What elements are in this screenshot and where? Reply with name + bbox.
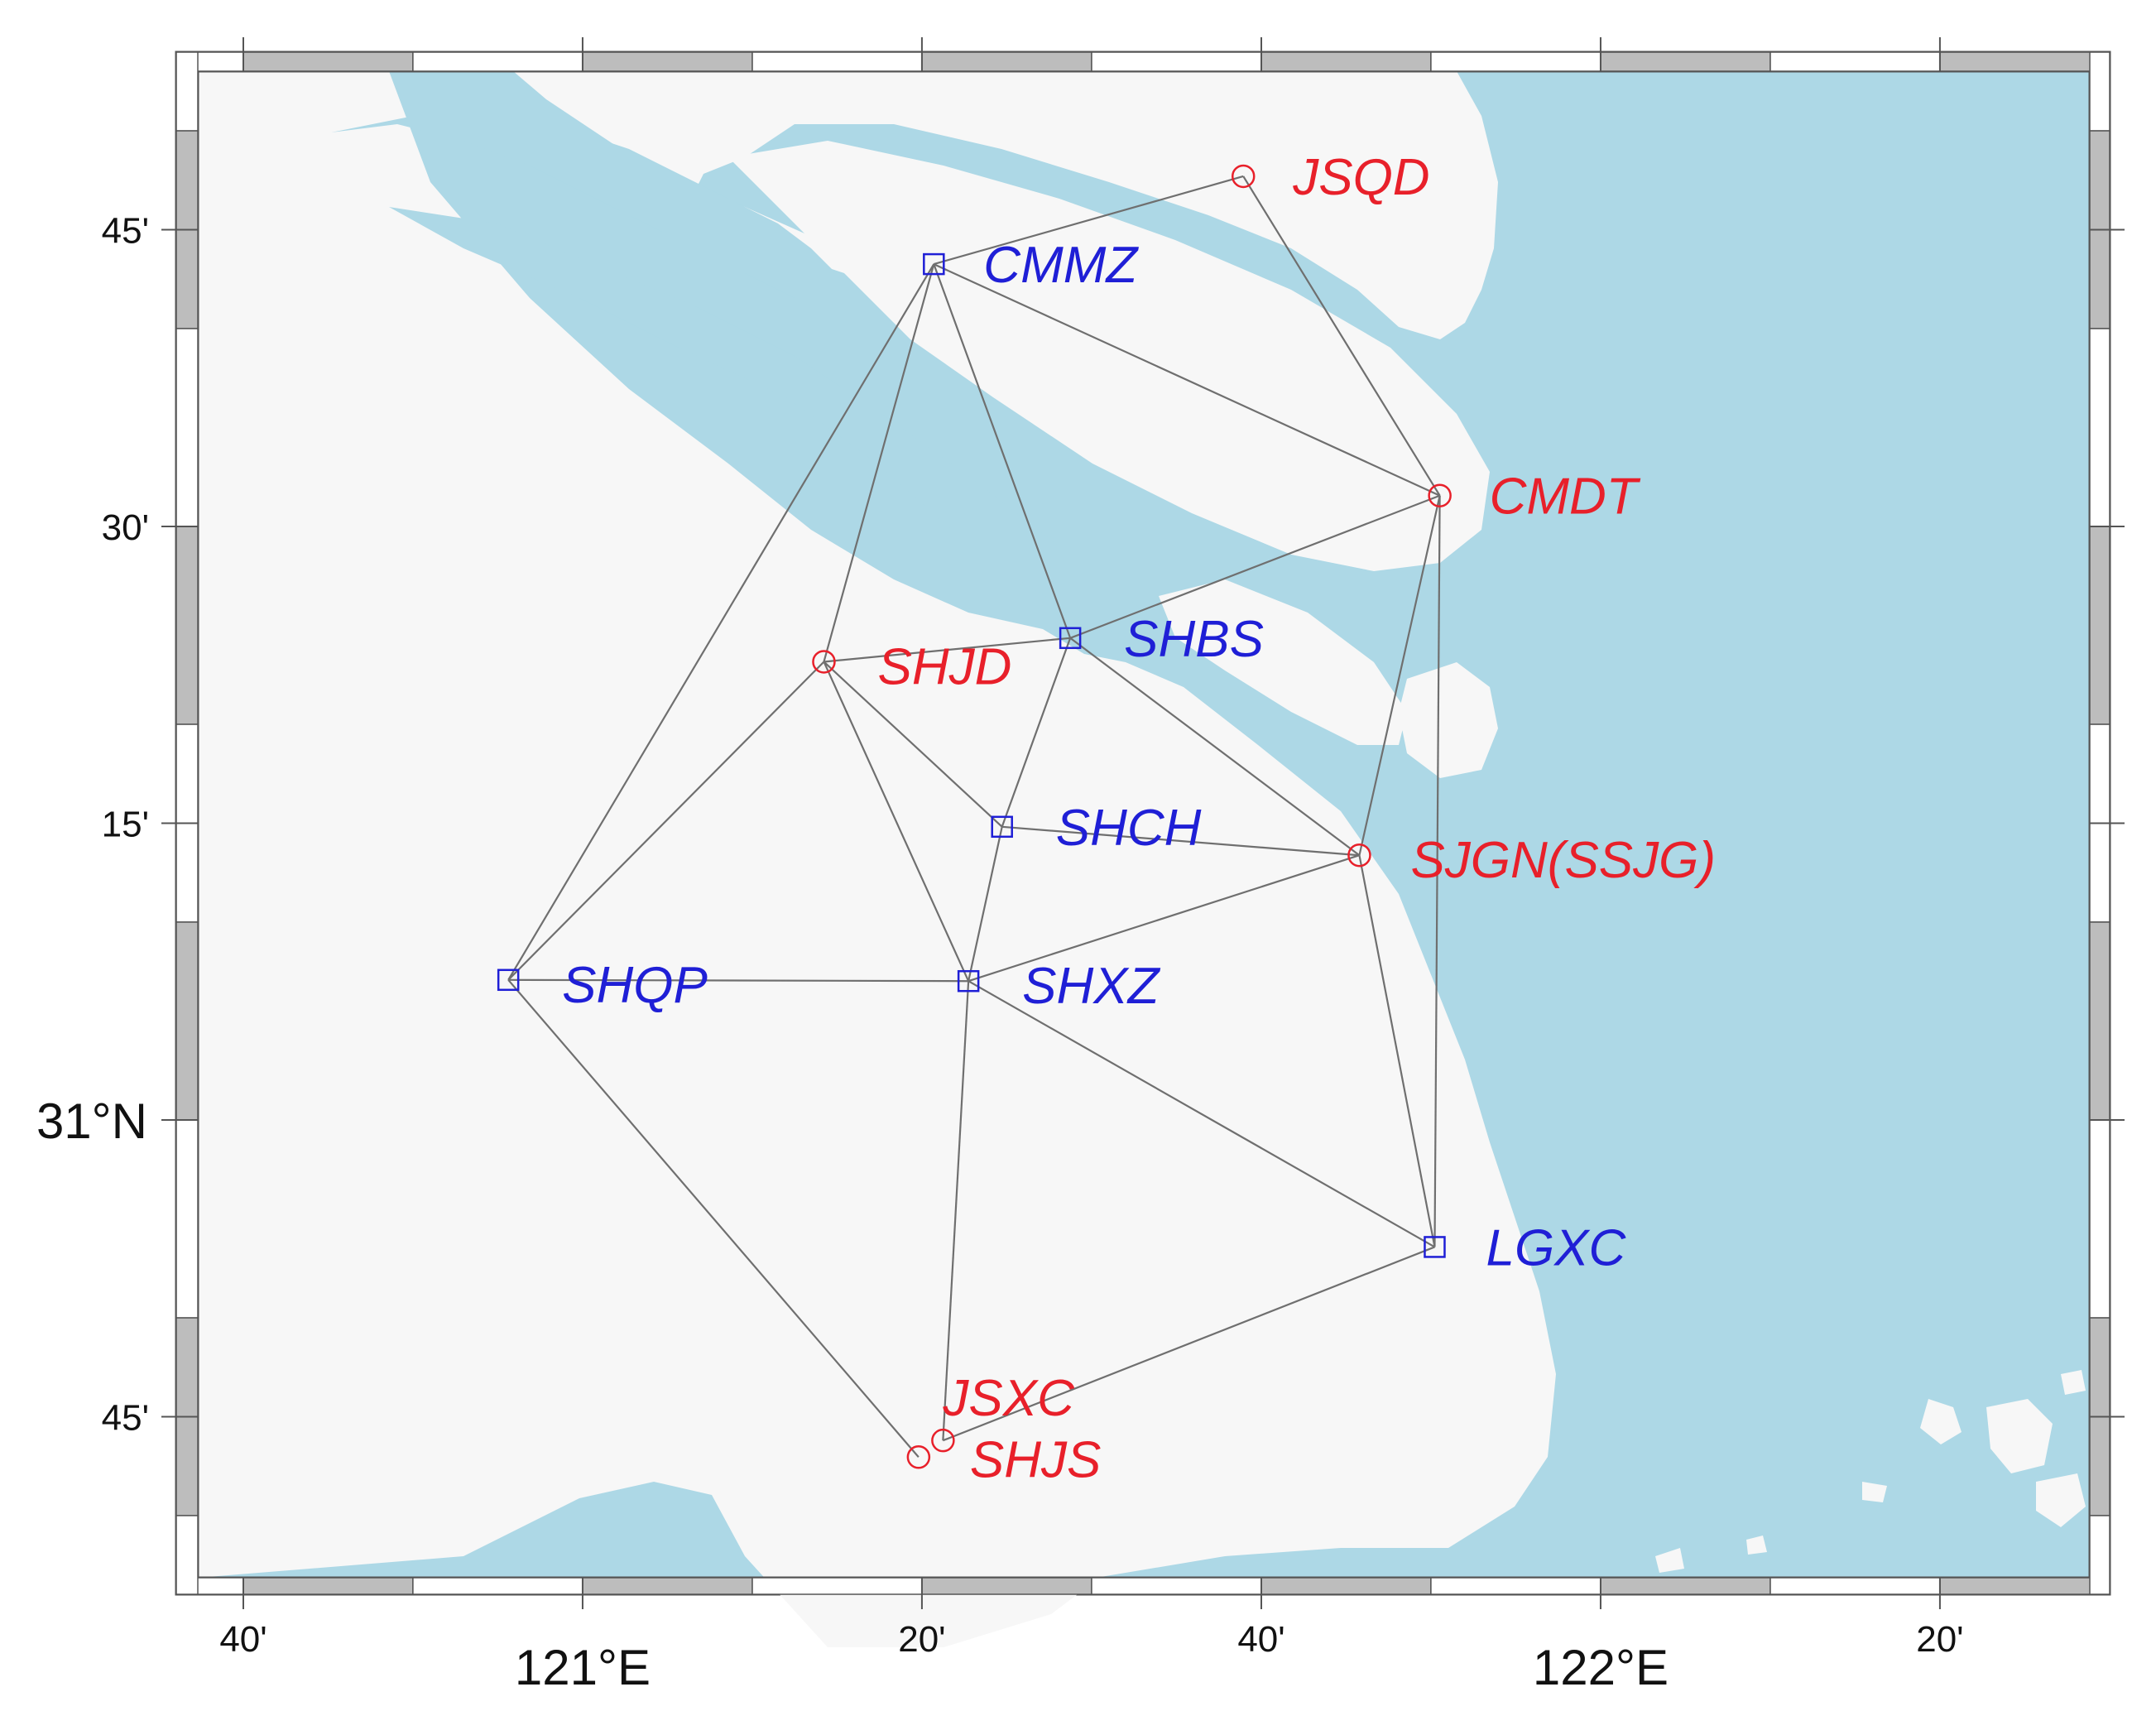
frame-bar-top	[583, 52, 752, 71]
station-label: CMMZ	[983, 237, 1139, 294]
lon-tick-label: 121°E	[515, 1640, 651, 1695]
frame-bar-top	[413, 52, 583, 71]
lon-tick-label: 20'	[898, 1619, 945, 1660]
frame-bar-top	[1431, 52, 1601, 71]
frame-bar-right	[2090, 922, 2110, 1120]
frame-bar-left	[176, 526, 198, 724]
frame-bar-top	[1940, 52, 2110, 71]
frame-bar-bottom	[1940, 1578, 2110, 1594]
frame-bar-top	[1261, 52, 1431, 71]
frame-bar-bottom	[752, 1578, 922, 1594]
lat-tick-label: 15'	[102, 805, 149, 845]
station-label: CMDT	[1490, 469, 1641, 526]
station-label: SHBS	[1124, 611, 1264, 668]
frame-bar-top	[243, 52, 413, 71]
frame-bar-bottom	[1770, 1578, 1940, 1594]
frame-bar-bottom	[413, 1578, 583, 1594]
frame-bar-right	[2090, 1120, 2110, 1318]
lon-tick-label: 40'	[1237, 1619, 1284, 1660]
frame-bar-bottom	[1431, 1578, 1601, 1594]
lon-tick-label: 122°E	[1533, 1640, 1669, 1695]
frame-bar-left	[176, 52, 198, 131]
station-label: JSXC	[942, 1370, 1075, 1427]
frame-bar-right	[2090, 526, 2110, 724]
station-label: SJGN(SSJG)	[1410, 832, 1716, 889]
lat-tick-label: 31°N	[36, 1093, 147, 1149]
lon-tick-label: 40'	[219, 1619, 266, 1660]
frame-bar-right	[2090, 329, 2110, 526]
station-label: SHJS	[970, 1431, 1101, 1488]
frame-bar-top	[1601, 52, 1770, 71]
lon-tick-label: 20'	[1916, 1619, 1963, 1660]
map-area: JSQD CMMZ CMDT SHBS SHJD SHCH SJGN(SSJG) SHQP SH…	[198, 71, 2090, 1647]
frame-bar-bottom	[1261, 1578, 1431, 1594]
frame-bar-bottom	[1092, 1578, 1261, 1594]
frame-bar-top	[752, 52, 922, 71]
frame-bar-bottom	[1601, 1578, 1770, 1594]
station-label: SHCH	[1056, 800, 1202, 857]
frame-bar-right	[2090, 1516, 2110, 1594]
frame-bar-bottom	[243, 1578, 413, 1594]
frame-bar-left	[176, 922, 198, 1120]
station-label: JSQD	[1292, 149, 1429, 206]
frame-bar-left	[176, 1120, 198, 1318]
station-label: LGXC	[1486, 1219, 1626, 1276]
lat-tick-label: 45'	[102, 1398, 149, 1439]
lat-tick-label: 45'	[102, 211, 149, 252]
frame-bar-bottom	[583, 1578, 752, 1594]
station-label: SHQP	[562, 957, 708, 1014]
station-label: SHXZ	[1022, 958, 1160, 1015]
frame-bar-top	[1092, 52, 1261, 71]
lat-tick-label: 30'	[102, 507, 149, 548]
frame-bar-left	[176, 329, 198, 526]
frame-bar-bottom	[922, 1578, 1092, 1594]
frame-bar-right	[2090, 52, 2110, 131]
frame-bar-left	[176, 1516, 198, 1594]
station-label: SHJD	[877, 638, 1011, 695]
frame-bar-top	[1770, 52, 1940, 71]
frame-bar-top	[922, 52, 1092, 71]
